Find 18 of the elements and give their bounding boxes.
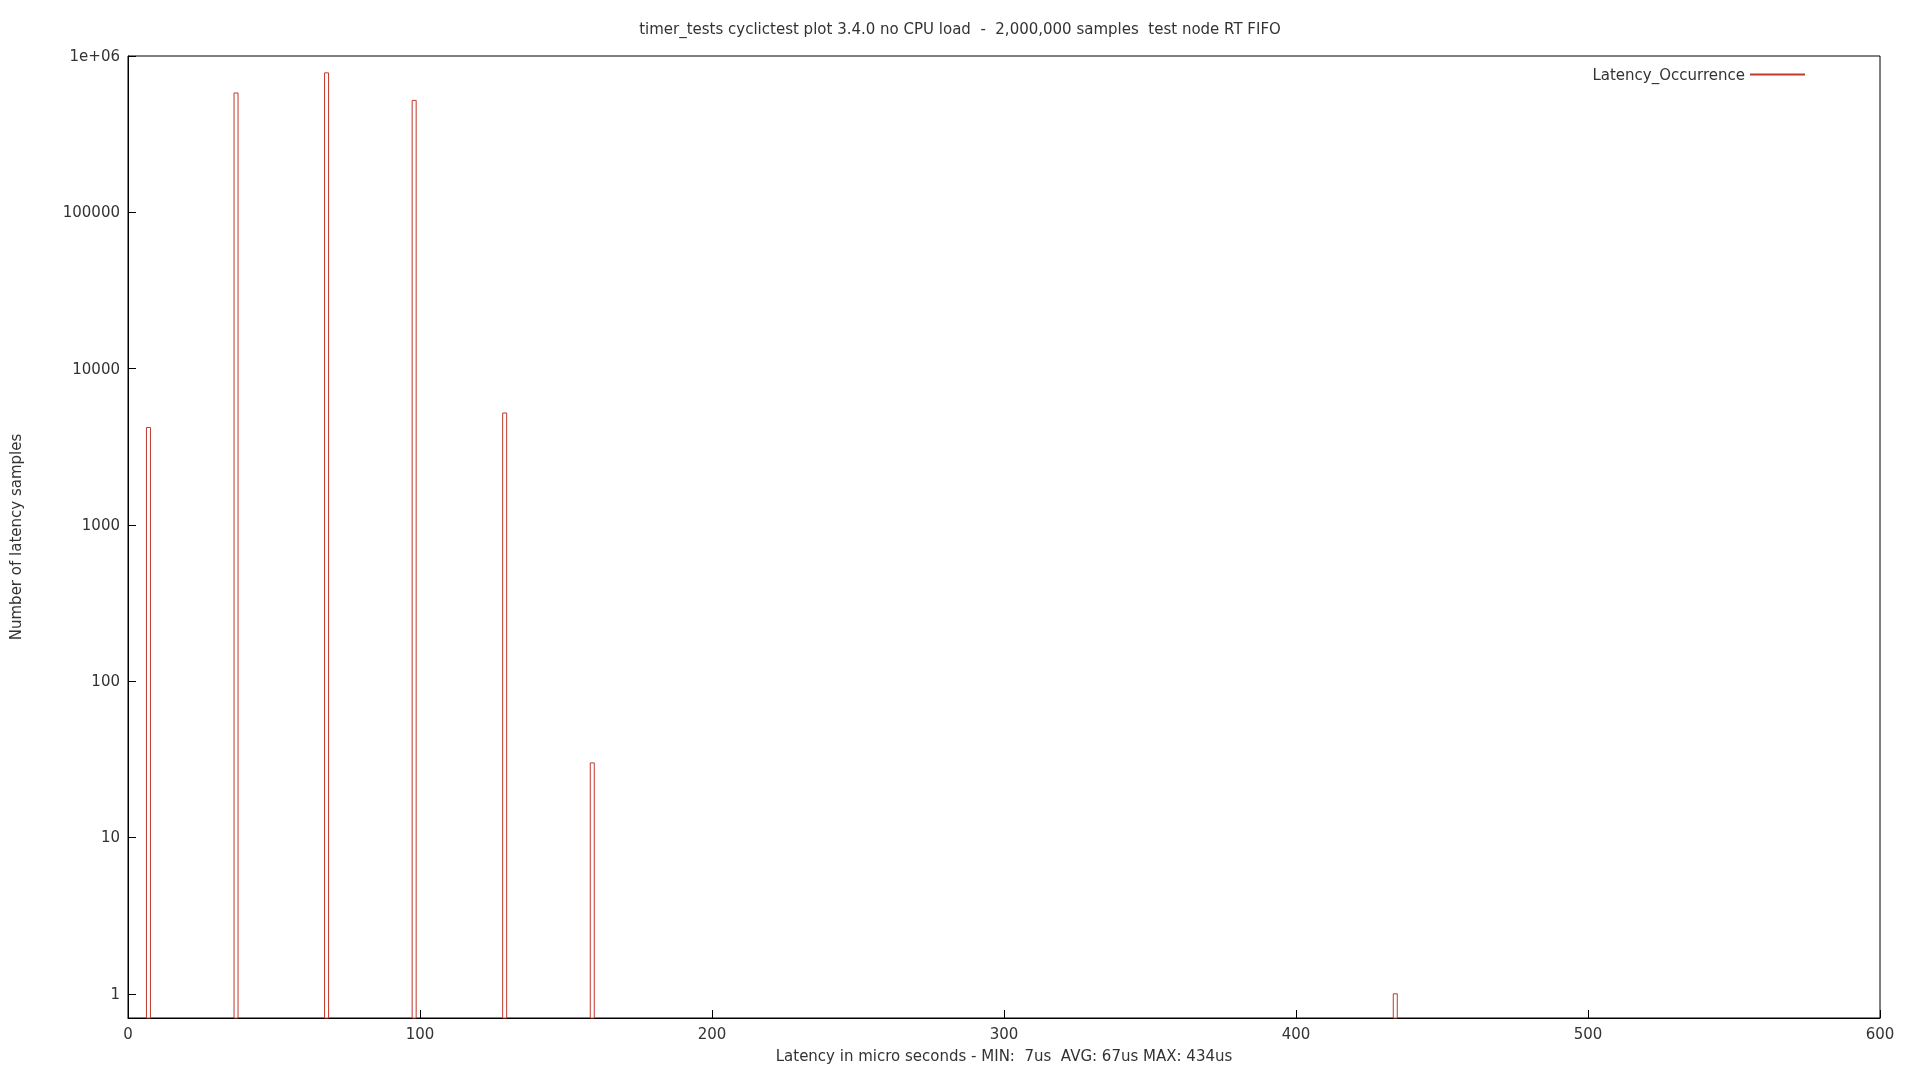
y-tick-label: 100: [91, 672, 120, 691]
chart-title: timer_tests cyclictest plot 3.4.0 no CPU load - 2,000,000 samples test node RT FIFO: [639, 19, 1281, 39]
y-tick-label: 10000: [72, 359, 120, 378]
y-tick-label: 1e+06: [69, 47, 120, 65]
y-tick-label: 1: [110, 984, 120, 1003]
y-tick-label: 10: [100, 828, 120, 847]
x-tick-label: 100: [405, 1024, 435, 1043]
y-tick-label: 100000: [62, 203, 120, 222]
y-tick-label: 1000: [81, 515, 120, 534]
x-tick-label: 0: [123, 1024, 133, 1043]
x-axis-title: Latency in micro seconds - MIN: 7us AVG: 67us MAX: 434us: [775, 1046, 1233, 1065]
x-tick-label: 600: [1865, 1024, 1895, 1043]
x-tick-label: 300: [989, 1024, 1019, 1043]
x-tick-label: 500: [1573, 1024, 1603, 1043]
x-tick-label: 200: [697, 1024, 727, 1043]
y-axis-title: Number of latency samples: [6, 433, 25, 641]
legend-label: Latency_Occurrence: [1592, 65, 1745, 85]
x-tick-label: 400: [1281, 1024, 1311, 1043]
